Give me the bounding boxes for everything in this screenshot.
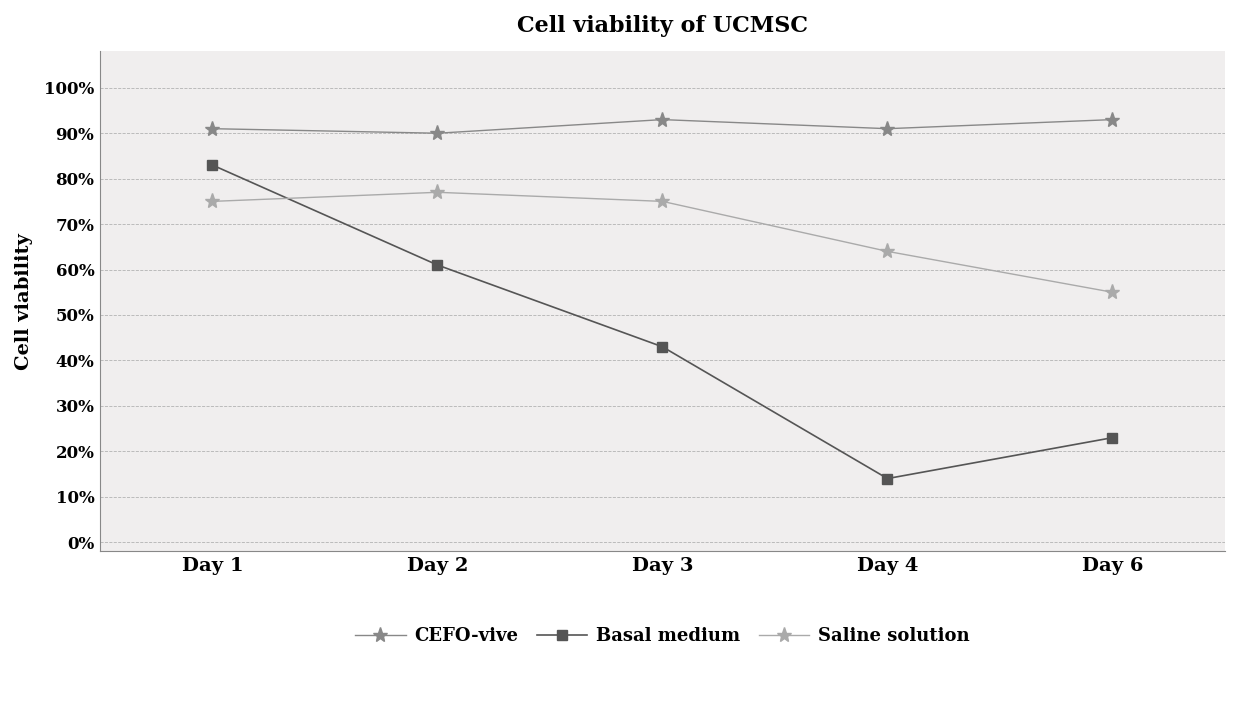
Basal medium: [205, 161, 219, 169]
CEFO-vive: [1105, 115, 1120, 124]
Basal medium: [430, 261, 445, 270]
Saline solution: [1105, 288, 1120, 297]
Saline solution: [880, 247, 895, 256]
Line: Basal medium: Basal medium: [207, 160, 1117, 483]
CEFO-vive: [205, 124, 219, 133]
Legend: CEFO-vive, Basal medium, Saline solution: CEFO-vive, Basal medium, Saline solution: [348, 620, 977, 652]
Saline solution: [430, 188, 445, 196]
Basal medium: [655, 343, 670, 351]
CEFO-vive: [880, 124, 895, 133]
Title: Cell viability of UCMSC: Cell viability of UCMSC: [517, 15, 808, 37]
Basal medium: [880, 474, 895, 483]
Line: Saline solution: Saline solution: [205, 185, 1120, 300]
Basal medium: [1105, 433, 1120, 442]
Saline solution: [205, 197, 219, 206]
Line: CEFO-vive: CEFO-vive: [205, 112, 1120, 141]
CEFO-vive: [430, 129, 445, 138]
Saline solution: [655, 197, 670, 206]
Y-axis label: Cell viability: Cell viability: [15, 233, 33, 370]
CEFO-vive: [655, 115, 670, 124]
